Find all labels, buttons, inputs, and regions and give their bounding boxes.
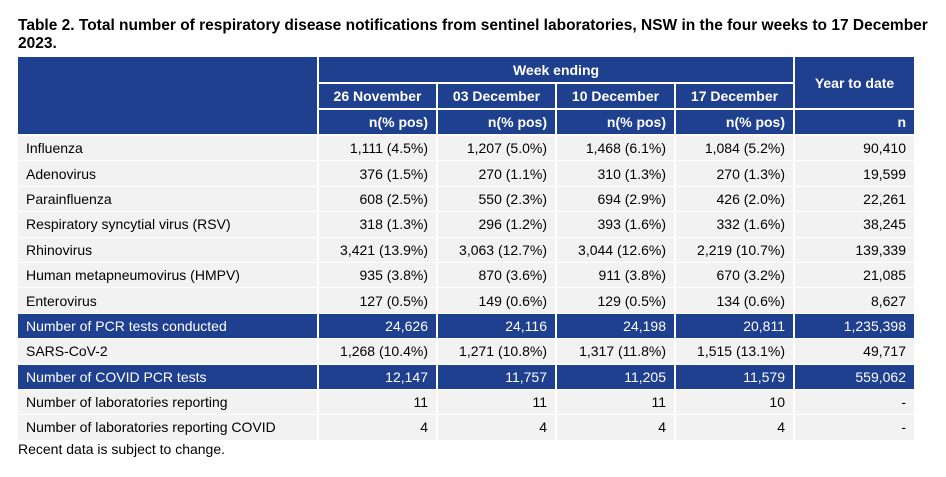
cell-value: 24,116 [437, 313, 557, 340]
year-to-date-header: Year to date [794, 57, 914, 110]
cell-value: 4 [318, 414, 438, 441]
cell-value: 24,626 [318, 313, 438, 340]
unit-header: n(% pos) [675, 109, 795, 136]
cell-ytd: - [794, 389, 914, 416]
cell-value: 149 (0.6%) [437, 287, 557, 314]
cell-value: 24,198 [556, 313, 676, 340]
cell-value: 670 (3.2%) [675, 262, 795, 289]
table-row: Enterovirus 127 (0.5%) 149 (0.6%) 129 (0… [18, 287, 914, 314]
cell-value: 11,205 [556, 364, 676, 390]
table-row: Adenovirus 376 (1.5%) 270 (1.1%) 310 (1.… [18, 160, 914, 187]
cell-ytd: 22,261 [794, 186, 914, 213]
cell-value: 127 (0.5%) [318, 287, 438, 314]
cell-value: 1,268 (10.4%) [318, 338, 438, 365]
table-row-highlight: Number of COVID PCR tests 12,147 11,757 … [18, 364, 914, 390]
week-header: 26 November [318, 83, 438, 110]
row-label: Influenza [18, 135, 319, 162]
row-label: Human metapneumovirus (HMPV) [18, 262, 319, 289]
cell-ytd: 139,339 [794, 237, 914, 263]
week-header: 10 December [556, 83, 676, 110]
table-row-highlight: Number of PCR tests conducted 24,626 24,… [18, 313, 914, 340]
cell-value: 4 [556, 414, 676, 441]
row-label-header [18, 57, 319, 136]
table-title: Table 2. Total number of respiratory dis… [18, 17, 928, 52]
cell-value: 550 (2.3%) [437, 186, 557, 213]
cell-value: 11 [318, 389, 438, 416]
unit-header: n(% pos) [437, 109, 557, 136]
notifications-table: Week ending Year to date 26 November 03 … [18, 57, 914, 441]
cell-value: 1,317 (11.8%) [556, 338, 676, 365]
cell-ytd: 19,599 [794, 160, 914, 187]
table-row: Human metapneumovirus (HMPV) 935 (3.8%) … [18, 262, 914, 289]
cell-value: 10 [675, 389, 795, 416]
cell-value: 332 (1.6%) [675, 211, 795, 238]
cell-value: 296 (1.2%) [437, 211, 557, 238]
cell-value: 270 (1.1%) [437, 160, 557, 187]
table-row: Number of laboratories reporting COVID 4… [18, 414, 914, 441]
cell-ytd: 559,062 [794, 364, 914, 390]
cell-value: 1,271 (10.8%) [437, 338, 557, 365]
cell-ytd: - [794, 414, 914, 441]
row-label: Number of COVID PCR tests [18, 364, 319, 390]
cell-value: 426 (2.0%) [675, 186, 795, 213]
cell-value: 1,111 (4.5%) [318, 135, 438, 162]
cell-value: 4 [675, 414, 795, 441]
cell-value: 870 (3.6%) [437, 262, 557, 289]
week-header: 17 December [675, 83, 795, 110]
cell-value: 1,084 (5.2%) [675, 135, 795, 162]
cell-value: 11 [437, 389, 557, 416]
cell-ytd: 49,717 [794, 338, 914, 365]
cell-value: 2,219 (10.7%) [675, 237, 795, 263]
cell-ytd: 38,245 [794, 211, 914, 238]
cell-value: 376 (1.5%) [318, 160, 438, 187]
cell-value: 318 (1.3%) [318, 211, 438, 238]
footnote: Recent data is subject to change. [18, 441, 226, 457]
row-label: Parainfluenza [18, 186, 319, 213]
cell-value: 608 (2.5%) [318, 186, 438, 213]
cell-value: 911 (3.8%) [556, 262, 676, 289]
row-label: Adenovirus [18, 160, 319, 187]
table-row: SARS-CoV-2 1,268 (10.4%) 1,271 (10.8%) 1… [18, 338, 914, 365]
table-row: Number of laboratories reporting 11 11 1… [18, 389, 914, 416]
unit-header: n(% pos) [556, 109, 676, 136]
table-row: Rhinovirus 3,421 (13.9%) 3,063 (12.7%) 3… [18, 237, 914, 263]
cell-value: 3,421 (13.9%) [318, 237, 438, 263]
cell-value: 20,811 [675, 313, 795, 340]
cell-value: 11,757 [437, 364, 557, 390]
cell-value: 393 (1.6%) [556, 211, 676, 238]
week-header: 03 December [437, 83, 557, 110]
row-label: Rhinovirus [18, 237, 319, 263]
week-ending-header: Week ending [318, 57, 795, 84]
cell-ytd: 8,627 [794, 287, 914, 314]
cell-value: 134 (0.6%) [675, 287, 795, 314]
unit-header: n(% pos) [318, 109, 438, 136]
cell-value: 11 [556, 389, 676, 416]
table-row: Influenza 1,111 (4.5%) 1,207 (5.0%) 1,46… [18, 135, 914, 162]
cell-value: 270 (1.3%) [675, 160, 795, 187]
cell-ytd: 21,085 [794, 262, 914, 289]
row-label: Enterovirus [18, 287, 319, 314]
cell-value: 4 [437, 414, 557, 441]
cell-value: 129 (0.5%) [556, 287, 676, 314]
cell-value: 1,468 (6.1%) [556, 135, 676, 162]
cell-value: 11,579 [675, 364, 795, 390]
cell-value: 3,063 (12.7%) [437, 237, 557, 263]
cell-value: 310 (1.3%) [556, 160, 676, 187]
cell-value: 694 (2.9%) [556, 186, 676, 213]
row-label: SARS-CoV-2 [18, 338, 319, 365]
cell-ytd: 1,235,398 [794, 313, 914, 340]
table-row: Parainfluenza 608 (2.5%) 550 (2.3%) 694 … [18, 186, 914, 213]
ytd-unit-header: n [794, 109, 914, 136]
row-label: Respiratory syncytial virus (RSV) [18, 211, 319, 238]
cell-value: 1,207 (5.0%) [437, 135, 557, 162]
cell-value: 3,044 (12.6%) [556, 237, 676, 263]
cell-value: 12,147 [318, 364, 438, 390]
cell-value: 935 (3.8%) [318, 262, 438, 289]
cell-value: 1,515 (13.1%) [675, 338, 795, 365]
row-label: Number of laboratories reporting [18, 389, 319, 416]
row-label: Number of laboratories reporting COVID [18, 414, 319, 441]
cell-ytd: 90,410 [794, 135, 914, 162]
row-label: Number of PCR tests conducted [18, 313, 319, 340]
table-row: Respiratory syncytial virus (RSV) 318 (1… [18, 211, 914, 238]
